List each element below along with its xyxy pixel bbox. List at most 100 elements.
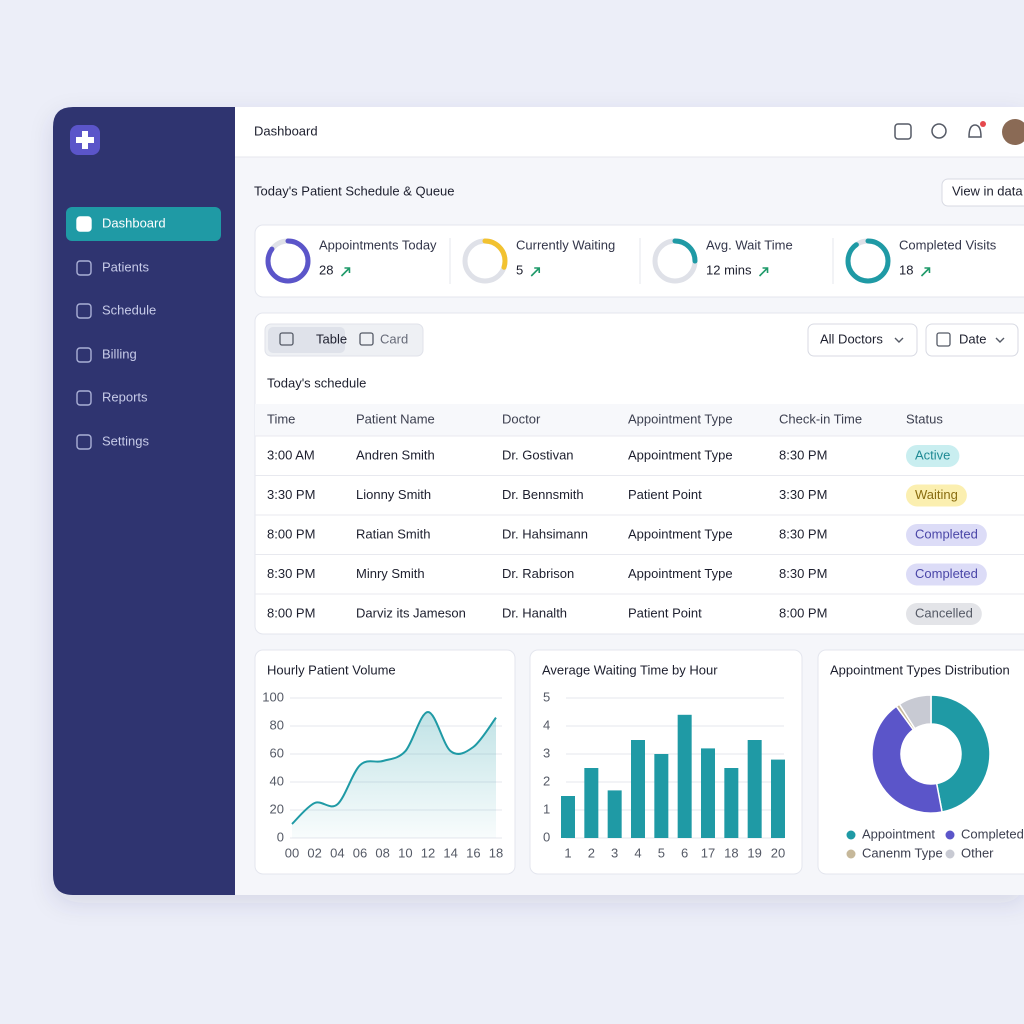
nav-icon[interactable] (76, 216, 92, 232)
table-cell: Andren Smith (356, 447, 435, 462)
filter-icon (936, 332, 951, 347)
table-cell: Appointment Type (628, 447, 733, 462)
table-cell: Dr. Gostivan (502, 447, 574, 462)
top-bar (235, 107, 1024, 157)
status-badge (906, 445, 960, 467)
trend-arrow (920, 267, 931, 277)
donut-slice (930, 694, 991, 813)
bar (724, 768, 739, 838)
status-badge-label: Cancelled (915, 605, 973, 620)
stat-value: 5 (516, 262, 523, 277)
table-cell: Dr. Bennsmith (502, 487, 584, 502)
legend-label: Canenm Type (862, 845, 943, 860)
filter-label[interactable]: All Doctors (820, 331, 883, 346)
stat-ring (462, 238, 508, 284)
x-tick-label: 14 (443, 845, 457, 860)
nav-icon[interactable] (76, 347, 92, 363)
table-cell: Appointment Type (628, 526, 733, 541)
donut-slice (871, 705, 943, 814)
x-tick-label: 3 (611, 845, 618, 860)
calendar-icon[interactable] (894, 123, 912, 140)
trend-arrow (758, 267, 769, 277)
y-tick-label: 2 (543, 773, 550, 788)
view-button-label[interactable]: View in data (952, 183, 1023, 198)
stat-label: Completed Visits (899, 237, 997, 252)
y-tick-label: 5 (543, 689, 550, 704)
toggle-option[interactable]: Card (380, 331, 408, 346)
x-tick-label: 02 (307, 845, 321, 860)
legend-swatch (945, 830, 955, 840)
toggle-icon[interactable] (359, 332, 374, 346)
legend-swatch (945, 849, 955, 859)
y-tick-label: 100 (262, 689, 284, 704)
chevron (894, 337, 904, 343)
legend-label: Other (961, 845, 994, 860)
nav-item[interactable]: Patients (102, 259, 149, 274)
x-tick-label: 10 (398, 845, 412, 860)
legend-swatch (846, 849, 856, 859)
legend-label: Completed (961, 826, 1024, 841)
stat-value: 18 (899, 262, 913, 277)
x-tick-label: 5 (658, 845, 665, 860)
toggle-option[interactable]: Table (316, 331, 347, 346)
nav-icon[interactable] (76, 434, 92, 450)
column-header: Time (267, 411, 295, 426)
table-cell: Dr. Hanalth (502, 605, 567, 620)
page-title: Today's Patient Schedule & Queue (254, 183, 455, 198)
x-tick-label: 6 (681, 845, 688, 860)
trend-arrow (530, 267, 541, 277)
view-button[interactable] (941, 178, 1024, 207)
nav-item[interactable]: Billing (102, 346, 137, 361)
nav-item[interactable]: Settings (102, 433, 149, 448)
table-cell: 3:30 PM (267, 487, 315, 502)
status-badge-label: Completed (915, 566, 978, 581)
nav-icon[interactable] (76, 303, 92, 319)
bell-icon[interactable] (968, 124, 982, 138)
status-badge (906, 524, 987, 546)
filter-dropdown[interactable] (925, 323, 1019, 357)
sidebar (53, 107, 235, 895)
nav-icon[interactable] (76, 390, 92, 406)
x-tick-label: 08 (375, 845, 389, 860)
table-cell: Dr. Hahsimann (502, 526, 588, 541)
x-tick-label: 17 (701, 845, 715, 860)
stat-ring (265, 238, 311, 284)
logo-cross (76, 131, 94, 149)
stat-value: 28 (319, 262, 333, 277)
avatar[interactable] (1002, 119, 1024, 145)
table-cell: Appointment Type (628, 566, 733, 581)
bar (677, 714, 692, 838)
table-cell: 8:00 PM (267, 526, 315, 541)
y-tick-label: 1 (543, 801, 550, 816)
table-cell: Darviz its Jameson (356, 605, 466, 620)
y-tick-label: 0 (543, 829, 550, 844)
header-title: Dashboard (254, 123, 318, 138)
toggle-icon[interactable] (279, 332, 294, 346)
status-badge-label: Waiting (915, 487, 958, 502)
status-badge-label: Completed (915, 526, 978, 541)
filter-dropdown[interactable] (807, 323, 918, 357)
stat-label: Avg. Wait Time (706, 237, 793, 252)
nav-item[interactable]: Schedule (102, 302, 156, 317)
nav-icon[interactable] (76, 260, 92, 276)
column-header: Patient Name (356, 411, 435, 426)
chart-title: Hourly Patient Volume (267, 662, 396, 677)
x-tick-label: 18 (489, 845, 503, 860)
filter-label[interactable]: Date (959, 331, 986, 346)
chart-card (817, 649, 1024, 875)
nav-item[interactable]: Reports (102, 389, 148, 404)
status-badge (906, 563, 987, 586)
column-header: Check-in Time (779, 411, 862, 426)
stat-label: Currently Waiting (516, 237, 615, 252)
nav-item[interactable]: Dashboard (102, 215, 166, 230)
bar (654, 754, 669, 838)
settings-icon[interactable] (931, 123, 947, 139)
status-badge (906, 484, 967, 507)
x-tick-label: 2 (588, 845, 595, 860)
x-tick-label: 1 (564, 845, 571, 860)
y-tick-label: 80 (270, 717, 284, 732)
x-tick-label: 4 (634, 845, 641, 860)
table-title: Today's schedule (267, 375, 366, 390)
bar (561, 796, 575, 838)
